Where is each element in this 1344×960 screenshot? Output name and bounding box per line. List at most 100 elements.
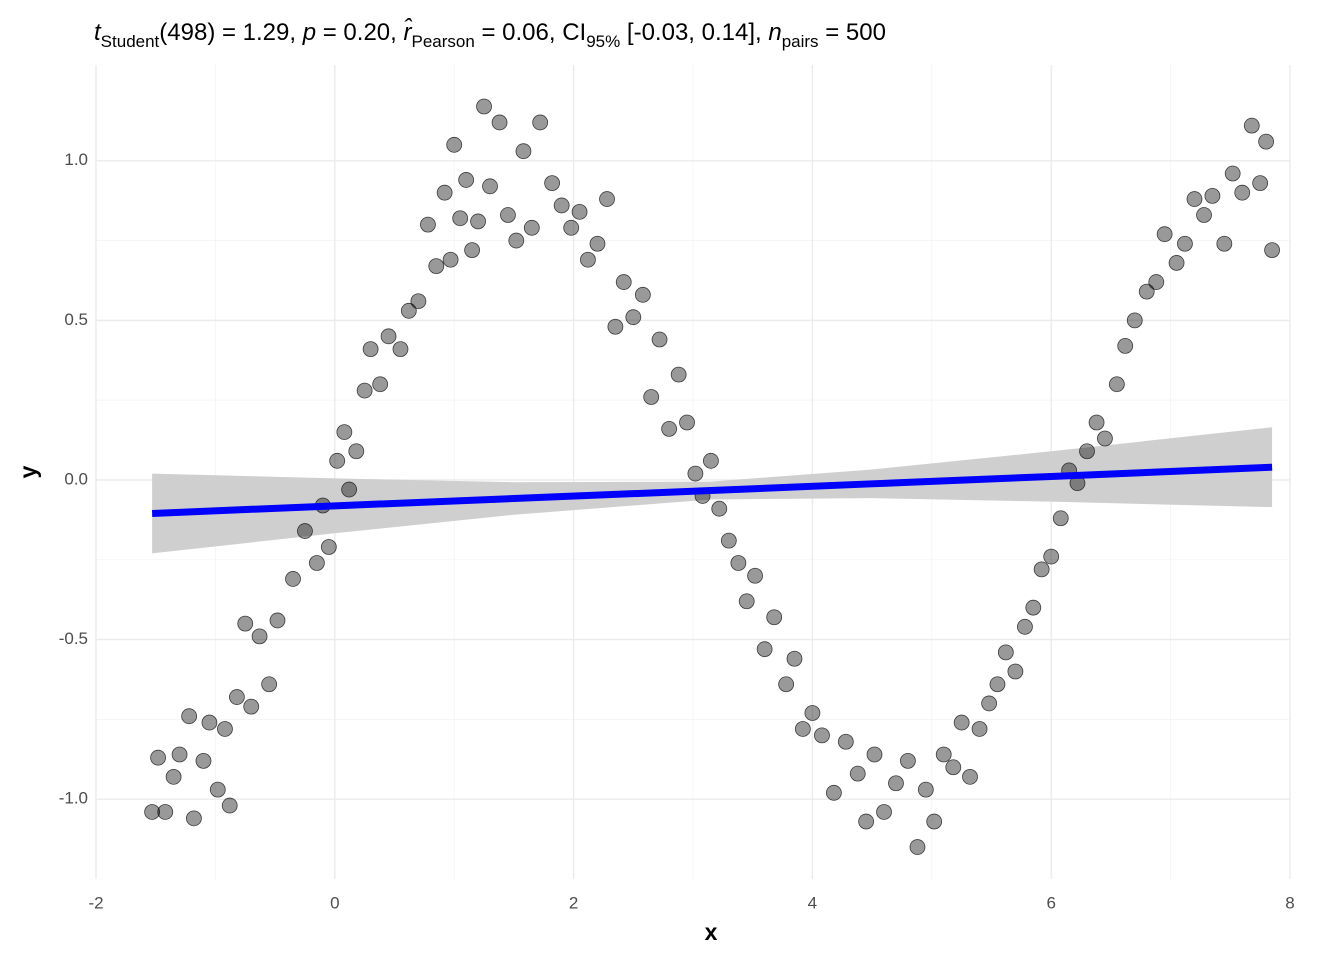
point <box>1033 561 1050 578</box>
point <box>217 721 233 737</box>
y-axis-title: y <box>15 465 41 478</box>
point <box>515 143 532 160</box>
point <box>1196 207 1212 223</box>
point <box>482 178 498 195</box>
point <box>804 705 821 721</box>
point <box>1148 274 1165 290</box>
point <box>778 676 795 693</box>
point <box>171 746 188 763</box>
point <box>1168 255 1185 271</box>
point <box>308 555 325 571</box>
title-part: Student <box>101 32 160 51</box>
regression-line <box>151 463 1273 517</box>
point <box>1043 548 1060 565</box>
point <box>1025 599 1042 616</box>
point <box>356 382 373 399</box>
point <box>237 615 254 632</box>
point <box>1204 187 1221 204</box>
point <box>1108 376 1125 393</box>
point <box>410 293 427 310</box>
y-tick-label: 0.5 <box>64 310 88 329</box>
point <box>849 765 866 782</box>
point <box>900 752 916 769</box>
point <box>221 797 238 814</box>
point <box>195 752 212 769</box>
title-part: 95% <box>586 32 620 51</box>
title-part: = 500 <box>819 19 886 46</box>
point <box>971 721 988 737</box>
point <box>500 207 516 223</box>
point <box>1234 184 1251 201</box>
point <box>269 612 286 629</box>
point <box>181 708 198 725</box>
point <box>837 733 854 750</box>
point <box>703 452 719 469</box>
point <box>814 727 830 744</box>
point <box>720 532 737 549</box>
point <box>1052 510 1069 527</box>
point <box>1156 226 1173 243</box>
point <box>420 216 436 233</box>
point <box>825 784 842 801</box>
point <box>372 376 389 393</box>
point <box>607 318 624 335</box>
point <box>523 219 540 236</box>
point <box>945 759 962 776</box>
title-part: (498) = 1.29, <box>159 19 302 46</box>
point <box>747 567 763 584</box>
point <box>144 804 161 820</box>
point <box>400 302 417 319</box>
point <box>917 781 934 798</box>
point <box>1243 117 1260 134</box>
point <box>243 698 260 715</box>
title-part: pairs <box>782 32 819 51</box>
point <box>866 746 883 763</box>
point <box>1007 663 1024 680</box>
point <box>491 114 508 131</box>
point <box>858 813 875 830</box>
point <box>508 232 525 249</box>
point <box>580 251 596 268</box>
point <box>643 389 660 405</box>
point <box>687 465 704 482</box>
point <box>553 197 570 214</box>
point <box>711 500 728 517</box>
x-tick-label: -2 <box>88 893 103 912</box>
point <box>362 341 379 358</box>
point <box>348 443 365 460</box>
point <box>953 714 970 731</box>
point <box>651 331 668 348</box>
point <box>634 286 651 303</box>
point <box>599 191 615 207</box>
point <box>442 251 459 268</box>
point <box>150 749 166 766</box>
point <box>544 175 561 192</box>
point <box>589 235 606 252</box>
point <box>1177 235 1193 252</box>
point <box>1079 443 1095 460</box>
point <box>1224 165 1241 182</box>
point <box>981 695 998 712</box>
point <box>926 813 943 830</box>
point <box>320 539 337 555</box>
point <box>532 114 549 131</box>
point <box>1017 618 1033 635</box>
point <box>1258 133 1275 150</box>
point <box>571 203 588 220</box>
point <box>392 341 409 358</box>
y-tick-label: 0.0 <box>64 469 88 488</box>
point <box>909 839 926 855</box>
point <box>251 628 268 645</box>
point <box>285 571 301 587</box>
title-part: Pearson <box>411 32 474 51</box>
point <box>329 452 346 469</box>
title-part: = 0.20, <box>316 19 403 46</box>
point <box>261 676 278 693</box>
point <box>458 172 475 188</box>
point <box>336 424 353 440</box>
x-tick-label: 4 <box>808 893 817 912</box>
point <box>186 810 202 827</box>
point <box>738 593 755 610</box>
point <box>876 804 892 820</box>
